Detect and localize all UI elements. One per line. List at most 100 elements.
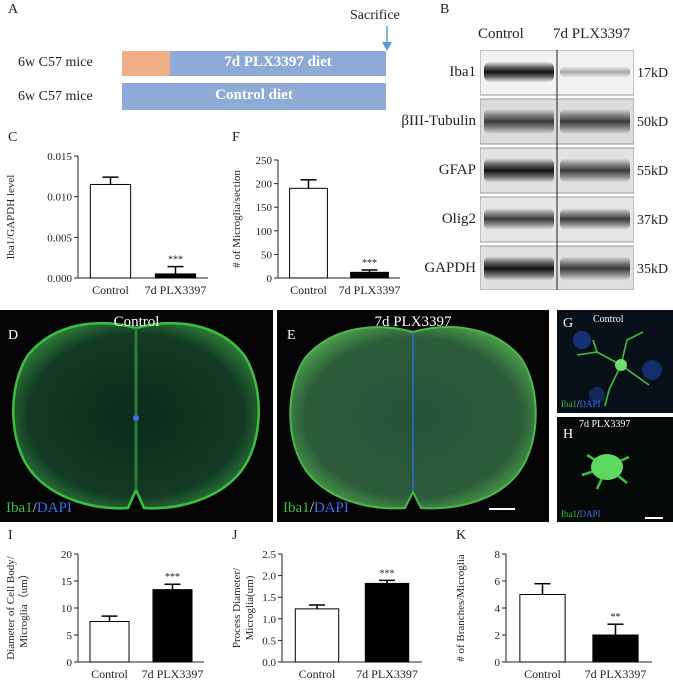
significance-marker: *** xyxy=(362,258,377,269)
microglia-plx xyxy=(581,453,663,519)
y-axis-label: Microglia(um) xyxy=(244,575,256,640)
bar-control xyxy=(89,621,130,663)
y-tick-label: 200 xyxy=(256,179,273,191)
micrograph-e-title: 7d PLX3397 xyxy=(374,314,452,330)
blot-protein-olig2: Olig2 xyxy=(441,211,476,227)
x-tick-label: Control xyxy=(524,667,561,681)
plx-diet-label: 7d PLX3397 diet xyxy=(224,54,332,70)
stain-iba1: Iba1 xyxy=(6,500,33,516)
y-axis-label: Diameter of Cell Body/ xyxy=(5,555,17,660)
stain-dapi: DAPI xyxy=(579,399,601,409)
y-tick-label: 0.0 xyxy=(262,657,276,669)
blot-protein-tubulin: βIII-Tubulin xyxy=(401,113,476,129)
panel-label-a: A xyxy=(8,2,19,17)
x-tick-label: 7d PLX3397 xyxy=(585,667,647,681)
significance-marker: *** xyxy=(165,572,180,583)
chart-j: 0.0 0.5 1.0 1.5 2.0 2.5 Process Diameter/Micro… xyxy=(231,549,422,681)
microglia-control xyxy=(573,331,662,407)
significance-marker: *** xyxy=(380,568,395,579)
pre-diet-segment xyxy=(122,51,170,76)
blot-size-tubulin: 50kD xyxy=(637,115,669,130)
panel-label-k: K xyxy=(456,528,467,543)
y-tick-label: 20 xyxy=(61,549,73,561)
bar-control xyxy=(519,594,566,663)
sacrifice-label: Sacrifice xyxy=(350,8,400,23)
stain-sep: / xyxy=(309,500,314,516)
micrograph-d-stain: Iba1/DAPI xyxy=(6,500,72,517)
y-tick-label: 150 xyxy=(256,202,273,214)
stain-dapi: DAPI xyxy=(36,500,72,516)
micrograph-d-title: Control xyxy=(113,314,160,330)
bar-control xyxy=(294,608,340,663)
y-tick-label: 8 xyxy=(495,549,501,561)
control-diet-label: Control diet xyxy=(215,87,293,103)
bar-plx xyxy=(152,589,193,663)
blot-size-iba1: 17kD xyxy=(637,66,669,81)
y-tick-label: 10 xyxy=(61,603,73,615)
y-axis-label: Process Diameter/ xyxy=(231,567,243,648)
y-tick-label: 0.5 xyxy=(262,635,276,647)
chart-c: 0.000 0.005 0.010 0.015 Iba1/GAPDH level Cont… xyxy=(5,151,208,297)
blot-size-gapdh: 35kD xyxy=(637,262,669,277)
stain-iba1: Iba1 xyxy=(561,509,577,519)
y-tick-label: 2 xyxy=(495,630,501,642)
control-diet-bar xyxy=(122,83,386,110)
y-tick-label: 2.5 xyxy=(262,549,276,561)
plx-diet-bar xyxy=(170,51,386,76)
panel-label-c: C xyxy=(8,130,18,145)
y-axis-label: # of Microglia/section xyxy=(231,170,243,268)
panel-label-h: H xyxy=(563,427,574,442)
y-axis-label: Iba1/GAPDH level xyxy=(5,175,17,260)
sacrifice-arrow xyxy=(382,26,392,51)
blot-size-olig2: 37kD xyxy=(637,213,669,228)
significance-marker: ** xyxy=(611,612,621,623)
stain-sep: / xyxy=(577,509,580,519)
y-tick-label: 5 xyxy=(67,630,73,642)
panel-label-g: G xyxy=(563,316,574,331)
x-tick-label: 7d PLX3397 xyxy=(339,283,401,297)
micrograph-g-title: Control xyxy=(593,314,624,325)
blot-protein-gfap: GFAP xyxy=(438,162,476,178)
y-tick-label: 100 xyxy=(256,226,273,238)
y-tick-label: 1.5 xyxy=(262,592,276,604)
stain-sep: / xyxy=(32,500,37,516)
bar-plx xyxy=(364,582,410,663)
diet-row-2-mouse: 6w C57 mice xyxy=(18,89,93,104)
blot-protein-iba1: Iba1 xyxy=(449,64,476,80)
micrograph-d: Control D Iba1/DAPI xyxy=(0,310,273,522)
y-tick-label: 2.0 xyxy=(262,571,276,583)
y-tick-label: 0 xyxy=(67,657,73,669)
y-tick-label: 4 xyxy=(495,603,501,615)
spinal-cord-control xyxy=(12,321,260,510)
y-tick-label: 0.000 xyxy=(47,273,72,285)
y-tick-label: 0.015 xyxy=(47,151,72,163)
diet-row-1-mouse: 6w C57 mice xyxy=(18,55,93,70)
panel-label-d: D xyxy=(8,328,19,343)
y-axis-label: Microglia（um） xyxy=(17,568,30,647)
x-tick-label: Control xyxy=(290,283,327,297)
y-tick-label: 0.005 xyxy=(47,232,72,244)
stain-dapi: DAPI xyxy=(579,509,601,519)
bar-plx xyxy=(154,273,197,279)
y-tick-label: 15 xyxy=(61,576,73,588)
y-tick-label: 0 xyxy=(267,273,273,285)
y-tick-label: 250 xyxy=(256,155,273,167)
y-tick-label: 0.010 xyxy=(47,192,72,204)
stain-dapi: DAPI xyxy=(313,500,349,516)
micrograph-h-stain: Iba1/DAPI xyxy=(561,509,601,519)
panel-label-e: E xyxy=(287,328,296,343)
micrograph-g: G Control Iba1/DAPI xyxy=(557,310,673,413)
bar-control xyxy=(89,183,132,279)
micrograph-h-title: 7d PLX3397 xyxy=(579,419,631,430)
panel-label-f: F xyxy=(232,130,240,145)
micrograph-g-stain: Iba1/DAPI xyxy=(561,399,601,409)
y-tick-label: 6 xyxy=(495,576,501,588)
x-tick-label: Control xyxy=(92,283,129,297)
panel-label-b: B xyxy=(440,2,450,17)
chart-i: 0 5 10 15 20 Diameter of Cell Body/Microglia（… xyxy=(5,549,204,681)
stain-sep: / xyxy=(577,399,580,409)
chart-k: 0 2 4 6 8 # of Branches/Microglia Control 7d PL… xyxy=(455,549,652,681)
x-tick-label: 7d PLX3397 xyxy=(142,667,204,681)
x-tick-label: 7d PLX3397 xyxy=(356,667,418,681)
blot-col-plx: 7d PLX3397 xyxy=(553,26,631,42)
